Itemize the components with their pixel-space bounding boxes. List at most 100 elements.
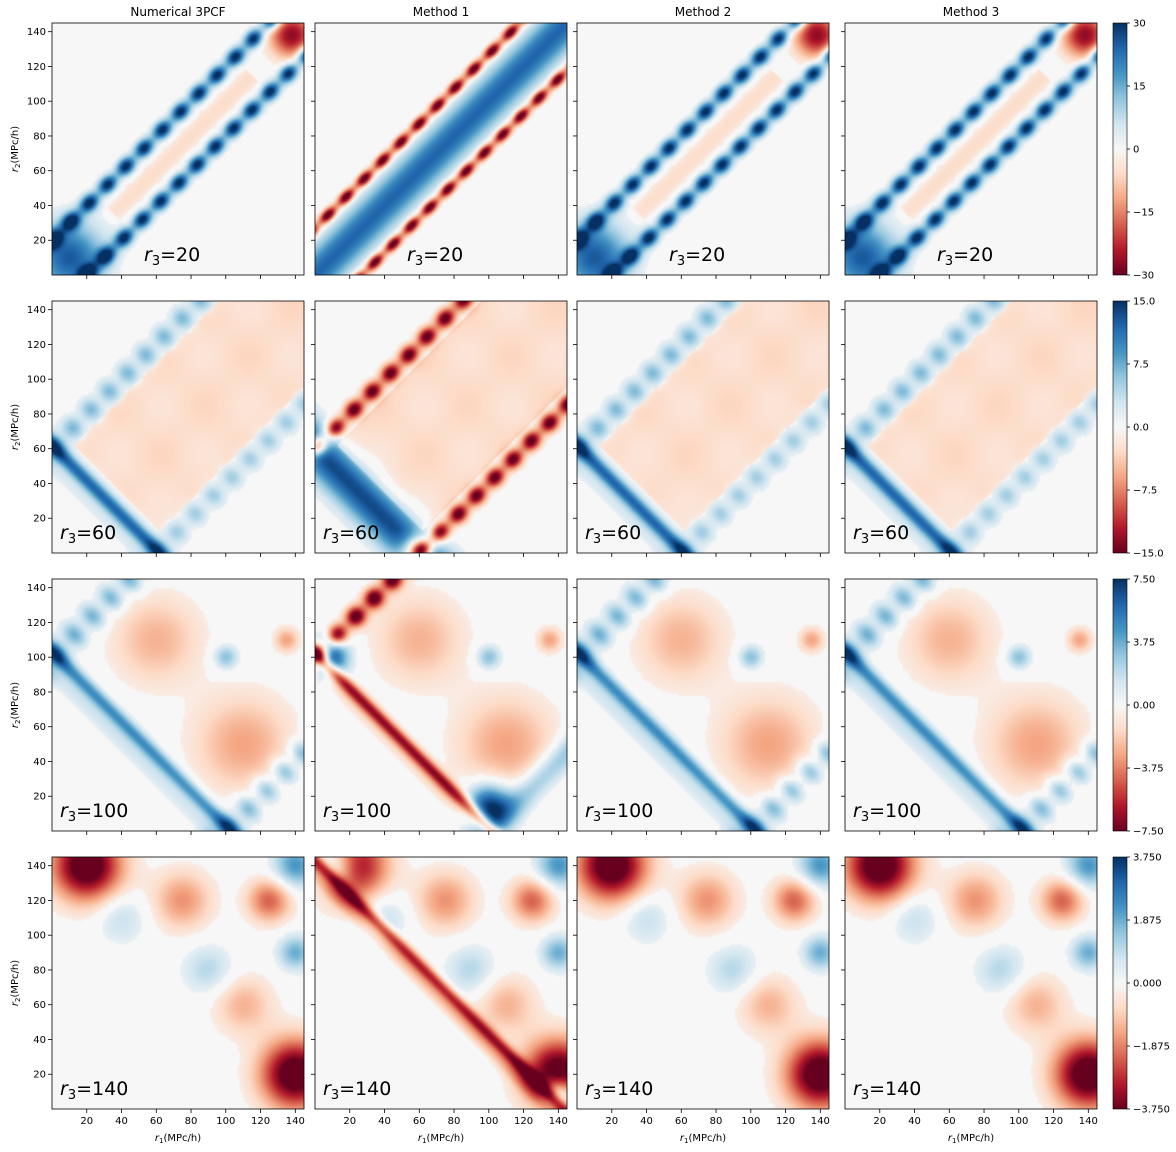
colorbar: 15.0 7.5 0.0 −7.5 −15.0 <box>1112 297 1164 560</box>
heatmap-panel: r3=20 <box>311 22 568 279</box>
x-tick-label: 80 <box>448 1116 461 1127</box>
colorbar-bar <box>1112 578 1128 832</box>
y-axis-label: r2(MPc/h) <box>10 404 22 450</box>
y-tick-label: 20 <box>33 236 46 247</box>
x-tick-label: 100 <box>741 1116 760 1127</box>
colorbar-tick-label: −7.50 <box>1133 827 1164 838</box>
x-tick-label: 60 <box>150 1116 163 1127</box>
colorbar-tick-label: −30 <box>1133 271 1154 282</box>
y-tick-label: 120 <box>27 618 46 629</box>
heatmap-panel: r3=100 <box>311 578 568 835</box>
heatmap-panel: r3=100 <box>573 578 830 835</box>
y-tick-label: 100 <box>27 375 46 386</box>
heatmap-panel: 20 40 60 80 100 120 140 r3=140 r1(MPc/h) <box>573 856 830 1145</box>
y-tick-label: 40 <box>33 479 46 490</box>
x-tick-label: 40 <box>640 1116 653 1127</box>
y-tick-label: 60 <box>33 444 46 455</box>
x-tick-label: 20 <box>343 1116 356 1127</box>
heatmap-panel: r3=60 <box>841 300 1098 557</box>
x-axis-label: r1(MPc/h) <box>155 1133 201 1145</box>
column-title: Method 1 <box>413 5 469 19</box>
r3-label: r3=20 <box>144 244 200 269</box>
colorbar-tick-label: 7.50 <box>1133 575 1155 586</box>
y-tick-label: 120 <box>27 896 46 907</box>
y-tick-label: 40 <box>33 1035 46 1046</box>
colorbar-tick-label: −3.750 <box>1133 1105 1170 1116</box>
x-tick-label: 20 <box>80 1116 93 1127</box>
colorbar-tick-label: −3.75 <box>1133 764 1164 775</box>
r3-label: r3=100 <box>853 800 921 825</box>
r3-label: r3=140 <box>60 1078 128 1103</box>
panel-frame <box>314 856 568 1110</box>
y-axis-label-group: r2(MPc/h) <box>10 404 22 450</box>
colorbar: 7.50 3.75 0.00 −3.75 −7.50 <box>1112 575 1164 838</box>
colorbar-tick-label: 0.00 <box>1133 701 1155 712</box>
r3-label: r3=100 <box>323 800 391 825</box>
y-tick-label: 40 <box>33 201 46 212</box>
colorbar-tick-label: −1.875 <box>1133 1042 1170 1053</box>
heatmap-panel: 20 40 60 80 100 120 140 r3=20 r2(MPc/h) <box>10 22 305 279</box>
colorbar-bar <box>1112 856 1128 1110</box>
colorbar-tick-label: 0.000 <box>1133 979 1162 990</box>
x-tick-label: 20 <box>873 1116 886 1127</box>
colorbar-tick-label: 0.0 <box>1133 423 1149 434</box>
panel-frame <box>51 22 305 276</box>
heatmap-image <box>577 857 829 1109</box>
heatmap-image <box>52 579 304 831</box>
x-tick-label: 40 <box>908 1116 921 1127</box>
panel-frame <box>844 300 1098 554</box>
x-tick-label: 100 <box>479 1116 498 1127</box>
colorbar-tick-label: 15.0 <box>1133 297 1155 308</box>
heatmap-panel: r3=20 <box>573 22 830 279</box>
panel-frame <box>844 578 1098 832</box>
x-tick-label: 140 <box>286 1116 305 1127</box>
r3-label: r3=60 <box>853 522 909 547</box>
y-tick-label: 20 <box>33 1070 46 1081</box>
heatmap-panel: r3=20 <box>841 22 1098 279</box>
heatmap-image <box>577 579 829 831</box>
x-axis-label: r1(MPc/h) <box>948 1133 994 1145</box>
colorbar-tick-label: 3.75 <box>1133 638 1155 649</box>
y-axis-label: r2(MPc/h) <box>10 960 22 1006</box>
colorbar-tick-label: −15.0 <box>1133 549 1164 560</box>
panel-frame <box>576 300 830 554</box>
y-axis-label-group: r2(MPc/h) <box>10 126 22 172</box>
x-tick-label: 100 <box>216 1116 235 1127</box>
x-tick-label: 140 <box>811 1116 830 1127</box>
column-title: Method 3 <box>943 5 999 19</box>
r3-label: r3=20 <box>407 244 463 269</box>
r3-label: r3=140 <box>323 1078 391 1103</box>
column-title: Numerical 3PCF <box>130 5 225 19</box>
x-tick-label: 120 <box>776 1116 795 1127</box>
heatmap-panel: 20 40 60 80 100 120 140 r3=140 r1(MPc/h) <box>311 856 568 1145</box>
colorbar-bar <box>1112 22 1128 276</box>
colorbar-tick-label: 3.750 <box>1133 853 1162 864</box>
heatmap-image <box>845 23 1097 275</box>
heatmap-panel: 20 40 60 80 100 120 140 r3=100 r2(MPc/h) <box>10 578 305 835</box>
heatmap-image <box>577 23 829 275</box>
x-tick-label: 80 <box>978 1116 991 1127</box>
y-tick-label: 120 <box>27 62 46 73</box>
r3-label: r3=140 <box>853 1078 921 1103</box>
y-tick-label: 40 <box>33 757 46 768</box>
heatmap-image <box>315 23 567 275</box>
panel-frame <box>51 300 305 554</box>
panel-frame <box>314 22 568 276</box>
y-axis-label-group: r2(MPc/h) <box>10 682 22 728</box>
colorbar-tick-label: 15 <box>1133 82 1146 93</box>
x-axis-label: r1(MPc/h) <box>418 1133 464 1145</box>
colorbar-tick-label: 1.875 <box>1133 916 1162 927</box>
panel-frame <box>576 856 830 1110</box>
y-tick-label: 120 <box>27 340 46 351</box>
x-tick-label: 60 <box>413 1116 426 1127</box>
y-tick-label: 60 <box>33 166 46 177</box>
y-tick-label: 60 <box>33 722 46 733</box>
y-tick-label: 140 <box>27 305 46 316</box>
panel-frame <box>51 578 305 832</box>
y-axis-label: r2(MPc/h) <box>10 126 22 172</box>
y-tick-label: 80 <box>33 687 46 698</box>
colorbar-tick-label: −7.5 <box>1133 486 1157 497</box>
y-tick-label: 20 <box>33 792 46 803</box>
y-tick-label: 80 <box>33 409 46 420</box>
x-tick-label: 120 <box>251 1116 270 1127</box>
